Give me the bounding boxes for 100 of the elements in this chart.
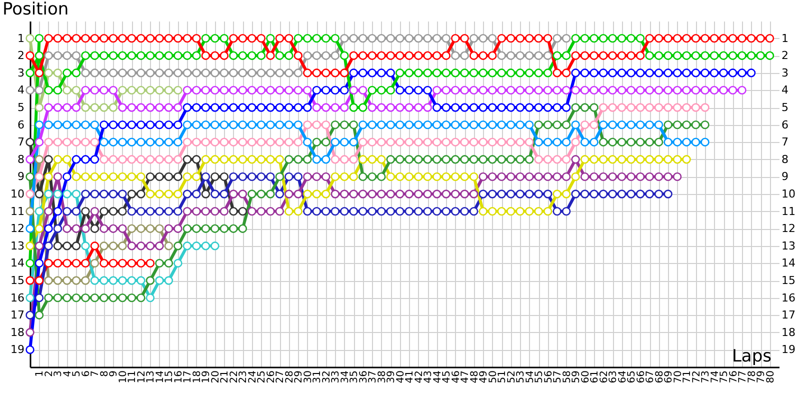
- point: [44, 190, 53, 198]
- x-tick-label: 43: [423, 370, 434, 384]
- y-tick-label: 14: [10, 256, 24, 270]
- point: [108, 276, 118, 285]
- point: [127, 276, 136, 285]
- x-tick-label: 52: [506, 370, 518, 384]
- point: [146, 172, 155, 182]
- x-tick-label: 37: [368, 370, 379, 384]
- x-tick-label: 28: [284, 370, 296, 384]
- x-tick-label: 78: [746, 370, 758, 384]
- point: [81, 68, 90, 78]
- point: [72, 51, 81, 60]
- x-tick-label: 39: [386, 370, 398, 384]
- x-axis-title: Laps: [732, 346, 772, 366]
- point: [118, 258, 127, 268]
- point: [118, 86, 127, 95]
- point: [118, 68, 127, 78]
- point: [478, 34, 488, 43]
- point: [182, 68, 192, 78]
- point: [469, 34, 478, 43]
- y-tick-label: 6: [18, 118, 24, 132]
- point: [44, 51, 53, 60]
- point: [330, 51, 340, 60]
- y-tick-label: 17: [10, 308, 24, 322]
- x-tick-label: 45: [442, 370, 453, 384]
- point: [44, 276, 53, 285]
- point: [201, 190, 210, 198]
- point: [127, 258, 136, 268]
- y-tick-label: 10: [10, 188, 24, 200]
- x-tick-label: 40: [395, 370, 406, 384]
- point: [349, 34, 358, 43]
- x-tick-label: 59: [571, 370, 582, 384]
- point: [26, 276, 34, 285]
- point: [396, 34, 404, 43]
- point: [26, 86, 34, 95]
- y-tick-label: 12: [10, 222, 24, 236]
- point: [210, 68, 220, 78]
- x-tick-label: 67: [645, 370, 656, 384]
- x-tick-label: 79: [756, 370, 768, 384]
- x-tick-label: 71: [682, 370, 694, 384]
- point: [136, 258, 146, 268]
- point: [192, 68, 201, 78]
- point: [164, 86, 174, 95]
- point: [155, 172, 164, 182]
- x-tick-label: 65: [626, 370, 638, 384]
- point: [340, 34, 349, 43]
- x-tick-label: 47: [460, 370, 472, 384]
- point: [524, 51, 534, 60]
- x-tick-label: 42: [414, 370, 425, 384]
- point: [256, 68, 266, 78]
- x-tick-label: 25: [256, 370, 268, 384]
- x-tick-label: 26: [266, 370, 277, 384]
- point: [127, 224, 136, 233]
- point: [164, 276, 174, 285]
- point: [34, 276, 44, 285]
- point: [146, 224, 155, 233]
- point: [81, 103, 90, 112]
- point: [108, 258, 118, 268]
- point: [303, 51, 312, 60]
- point: [53, 68, 62, 78]
- point: [146, 293, 155, 302]
- x-tick-label: 2: [44, 370, 55, 377]
- point: [220, 68, 229, 78]
- point: [210, 242, 220, 250]
- point: [164, 68, 174, 78]
- x-tick-label: 53: [516, 370, 527, 384]
- x-tick-label: 61: [590, 370, 601, 384]
- y2-tick-label: 16: [782, 291, 796, 304]
- point: [53, 258, 62, 268]
- y2-tick-label: 4: [782, 84, 788, 97]
- x-tick-label: 56: [543, 370, 554, 384]
- point: [100, 103, 108, 112]
- point: [127, 68, 136, 78]
- x-tick-label: 17: [182, 370, 194, 384]
- point: [26, 34, 34, 43]
- y2-tick-label: 11: [782, 204, 796, 218]
- x-tick-label: 24: [247, 370, 258, 384]
- point: [100, 276, 108, 285]
- point: [34, 86, 44, 95]
- y-tick-label: 2: [18, 49, 24, 62]
- point: [44, 68, 53, 78]
- point: [72, 86, 81, 95]
- point: [100, 206, 108, 216]
- y2-tick-label: 10: [782, 188, 796, 200]
- x-tick-label: 30: [302, 370, 314, 384]
- point: [53, 51, 62, 60]
- y2-tick-label: 8: [782, 152, 788, 166]
- point: [164, 242, 174, 250]
- point: [238, 206, 248, 216]
- y-tick-label: 9: [18, 170, 24, 184]
- x-tick-label: 23: [238, 370, 250, 384]
- y2-tick-label: 2: [782, 49, 788, 62]
- point: [201, 68, 210, 78]
- x-tick-label: 57: [552, 370, 564, 384]
- x-tick-label: 64: [617, 370, 628, 384]
- y2-tick-label: 13: [782, 239, 796, 252]
- point: [275, 68, 284, 78]
- x-tick-label: 36: [358, 370, 370, 384]
- x-tick-label: 62: [598, 370, 610, 384]
- point: [543, 51, 552, 60]
